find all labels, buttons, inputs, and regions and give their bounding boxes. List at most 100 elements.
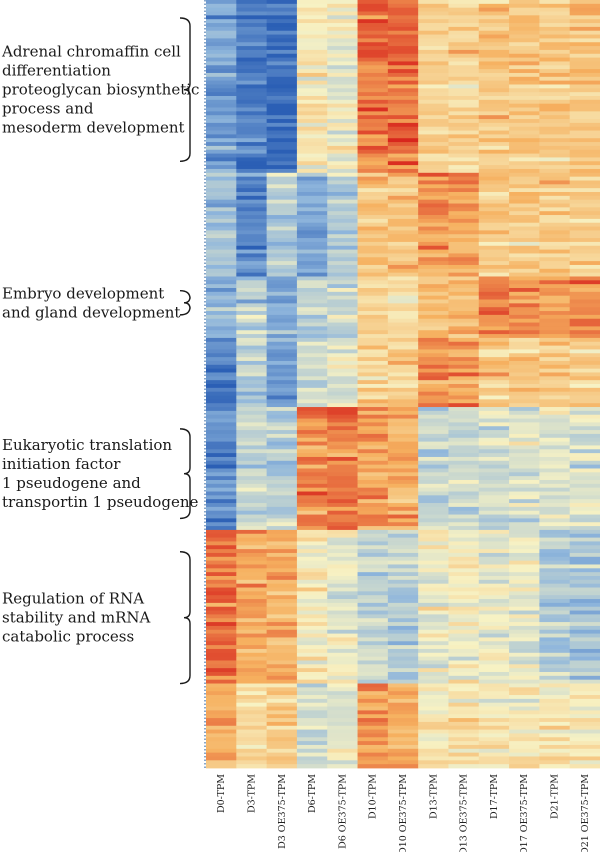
heatmap-cell [327, 180, 358, 185]
heatmap-cell [539, 414, 571, 419]
heatmap-cell [266, 168, 298, 174]
heatmap-cell [539, 664, 571, 669]
heatmap-cell [509, 491, 540, 496]
heatmap-cell [418, 360, 449, 366]
heatmap-cell [569, 395, 600, 400]
heatmap-cell [296, 69, 328, 74]
heatmap-cell [266, 272, 298, 277]
heatmap-cell [478, 69, 510, 74]
heatmap-cell [448, 153, 480, 158]
heatmap-cell [266, 391, 298, 396]
heatmap-cell [539, 445, 571, 450]
heatmap-cell [418, 695, 449, 700]
heatmap-cell [478, 472, 510, 477]
heatmap-cell [569, 752, 600, 757]
heatmap-cell [266, 307, 298, 312]
heatmap-cell [357, 264, 389, 270]
heatmap-cell [539, 288, 571, 293]
heatmap-cell [478, 337, 510, 343]
heatmap-cell [418, 599, 449, 604]
heatmap-cell [569, 529, 600, 535]
heatmap-cell [448, 222, 480, 227]
heatmap-cell [296, 3, 328, 9]
heatmap-cell [236, 752, 268, 757]
heatmap-cell [206, 261, 237, 266]
heatmap-cell [478, 549, 510, 554]
heatmap-cell [266, 276, 298, 281]
heatmap-cell [478, 602, 510, 608]
heatmap-cell [266, 625, 298, 631]
heatmap-cell [236, 648, 268, 654]
heatmap-cell [448, 445, 480, 450]
heatmap-cell [569, 744, 600, 750]
heatmap-cell [206, 142, 237, 147]
heatmap-cell [357, 710, 389, 715]
heatmap-cell [448, 176, 480, 181]
heatmap-cell [569, 38, 600, 43]
heatmap-cell [296, 560, 328, 565]
heatmap-cell [327, 38, 358, 43]
heatmap-cell [569, 679, 600, 684]
heatmap-cell [539, 541, 571, 546]
heatmap-cell [387, 99, 419, 105]
heatmap-cell [569, 184, 600, 189]
heatmap-cell [539, 560, 571, 565]
heatmap-cell [327, 303, 358, 308]
heatmap-cell [296, 314, 328, 320]
heatmap-cell [478, 322, 510, 327]
heatmap-cell [266, 752, 298, 757]
heatmap-cell [296, 725, 328, 730]
heatmap-cell [569, 92, 600, 97]
heatmap-cell [387, 92, 419, 97]
heatmap-cell [387, 226, 419, 231]
heatmap-cell [296, 330, 328, 335]
heatmap-cell [327, 130, 358, 135]
heatmap-cell [357, 11, 389, 16]
heatmap-cell [418, 88, 449, 93]
heatmap-cell [206, 46, 237, 51]
heatmap-cell [448, 353, 480, 358]
heatmap-cell [418, 637, 449, 642]
heatmap-cell [357, 372, 389, 377]
heatmap-cell [357, 529, 389, 535]
heatmap-cell [418, 468, 449, 473]
heatmap-cell [539, 192, 571, 197]
heatmap-cell [539, 430, 571, 435]
heatmap-cell [418, 161, 449, 166]
heatmap-cell [539, 84, 571, 89]
heatmap-cell [539, 725, 571, 730]
heatmap-cell [327, 483, 358, 489]
heatmap-cell [357, 184, 389, 189]
heatmap-cell [539, 495, 571, 500]
heatmap-cell [539, 456, 571, 462]
heatmap-cell [357, 610, 389, 615]
heatmap-cell [266, 230, 298, 235]
heatmap-cell [448, 449, 480, 454]
heatmap-cell [569, 606, 600, 611]
heatmap-cell [327, 192, 358, 197]
heatmap-cell [357, 395, 389, 400]
heatmap-cell [327, 625, 358, 631]
heatmap-cell [387, 322, 419, 327]
heatmap-cell [327, 395, 358, 400]
heatmap-cell [206, 238, 237, 243]
heatmap-cell [296, 407, 328, 412]
heatmap-cell [357, 84, 389, 89]
heatmap-cell [539, 345, 571, 350]
heatmap-cell [266, 311, 298, 316]
heatmap-cell [357, 706, 389, 711]
heatmap-cell [206, 53, 237, 58]
heatmap-cell [509, 660, 540, 665]
heatmap-cell [327, 583, 358, 588]
heatmap-cell [569, 568, 600, 573]
heatmap-cell [357, 533, 389, 538]
heatmap-cell [478, 368, 510, 373]
heatmap-cell [448, 249, 480, 254]
heatmap-cell [357, 168, 389, 174]
heatmap-cell [509, 330, 540, 335]
heatmap-cell [327, 318, 358, 323]
heatmap-cell [266, 503, 298, 508]
heatmap-cell [448, 145, 480, 151]
heatmap-cell [418, 165, 449, 170]
heatmap-cell [448, 491, 480, 496]
